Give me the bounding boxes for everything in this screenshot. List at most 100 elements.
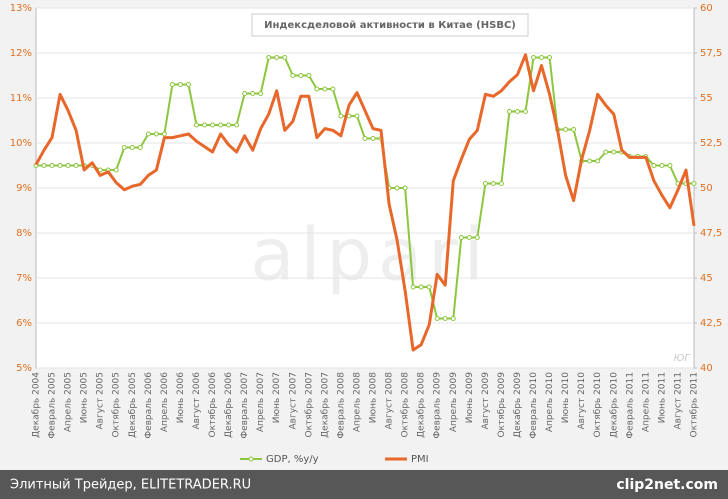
series-marker	[354, 113, 360, 119]
series-marker	[442, 316, 448, 321]
x-tick-label: Декабрь 2005	[128, 372, 138, 438]
series-marker	[250, 91, 256, 96]
series-marker	[290, 73, 296, 78]
x-tick-label: Август 2010	[577, 372, 587, 430]
series-marker	[129, 145, 135, 150]
series-marker	[466, 235, 472, 240]
series-marker	[394, 185, 400, 191]
series-marker	[362, 136, 368, 141]
series-marker	[266, 55, 272, 60]
series-marker	[298, 73, 304, 78]
series-marker	[41, 163, 47, 168]
series-marker	[145, 131, 151, 137]
series-marker	[282, 55, 288, 60]
x-tick-label: Август 2006	[192, 372, 202, 430]
series-marker	[65, 163, 71, 168]
x-tick-label: Август 2007	[288, 372, 298, 429]
series-marker	[202, 122, 208, 128]
series-marker	[330, 86, 336, 92]
x-tick-label: Август 2005	[96, 372, 106, 429]
x-tick-label: Август 2011	[673, 372, 683, 429]
series-marker	[691, 181, 697, 186]
x-tick-label: Июнь 2006	[176, 372, 186, 424]
y-tick-label: 7%	[16, 273, 32, 284]
title-box	[251, 13, 529, 37]
x-tick-label: Февраль 2008	[336, 372, 346, 439]
series-marker	[659, 163, 665, 168]
legend-marker	[248, 456, 254, 462]
x-tick-label: Июнь 2008	[369, 372, 379, 424]
x-tick-label: Апрель 2011	[641, 372, 651, 432]
y2-tick-label: 60	[700, 3, 713, 14]
corner-mark: ЮГ	[674, 353, 692, 364]
y-tick-label: 10%	[10, 138, 32, 149]
series-marker	[402, 185, 408, 191]
series-marker	[522, 109, 528, 114]
footer-bar	[0, 470, 728, 499]
series-marker	[667, 163, 673, 168]
series-marker	[161, 131, 167, 137]
x-tick-label: Октябрь 2006	[208, 372, 218, 438]
y2-tick-label: 57,5	[700, 48, 722, 59]
y2-tick-label: 47,5	[700, 228, 722, 239]
series-marker	[611, 149, 617, 155]
x-tick-label: Декабрь 2008	[417, 372, 427, 438]
series-marker	[498, 181, 504, 186]
x-tick-label: Декабрь 2006	[224, 372, 234, 438]
series-marker	[185, 82, 191, 87]
x-tick-label: Октябрь 2009	[497, 372, 507, 438]
series-line	[34, 53, 696, 352]
x-tick-label: Апрель 2005	[64, 372, 74, 432]
series-marker	[506, 109, 512, 114]
series-marker	[410, 284, 416, 290]
y-tick-label: 5%	[16, 363, 32, 374]
x-tick-label: Октябрь 2007	[304, 372, 314, 438]
y-tick-label: 11%	[10, 93, 32, 104]
series-marker	[169, 82, 175, 87]
series-marker	[322, 86, 328, 92]
x-tick-label: Апрель 2007	[256, 372, 266, 432]
series-marker	[210, 122, 216, 128]
series-marker	[595, 158, 601, 164]
series-marker	[426, 284, 432, 290]
series-marker	[539, 55, 545, 60]
series-marker	[547, 55, 553, 60]
x-tick-label: Апрель 2009	[449, 372, 459, 432]
x-tick-label: Июнь 2011	[657, 372, 667, 423]
y2-tick-label: 45	[700, 273, 713, 284]
series-marker	[474, 235, 480, 240]
y2-tick-label: 50	[700, 183, 713, 194]
series-marker	[482, 181, 488, 186]
series-marker	[274, 55, 280, 60]
x-tick-label: Декабрь 2010	[609, 372, 619, 438]
series-marker	[490, 181, 496, 186]
series-marker	[113, 167, 119, 173]
series-marker	[458, 235, 464, 240]
x-tick-label: Апрель 2010	[545, 372, 555, 432]
series-marker	[121, 145, 127, 150]
series-marker	[563, 127, 569, 132]
series-marker	[603, 149, 609, 155]
y2-tick-label: 55	[700, 93, 713, 104]
footer-brand: clip2net.com	[616, 477, 718, 493]
legend-label: GDP, %y/y	[266, 454, 319, 465]
series-marker	[314, 86, 320, 92]
y2-tick-label: 52,5	[700, 138, 722, 149]
series-marker	[651, 163, 657, 168]
y-tick-label: 8%	[16, 228, 32, 239]
x-tick-label: Декабрь 2004	[32, 372, 42, 438]
x-tick-label: Август 2009	[481, 372, 491, 430]
series-marker	[531, 55, 537, 60]
x-tick-label: Октябрь 2008	[401, 372, 411, 438]
x-tick-label: Февраль 2006	[144, 372, 154, 439]
series-marker	[571, 127, 577, 132]
x-tick-label: Декабрь 2007	[320, 372, 330, 438]
x-tick-label: Октябрь 2010	[593, 372, 603, 438]
series-marker	[193, 122, 199, 128]
x-tick-label: Апрель 2006	[160, 372, 170, 432]
series-marker	[242, 91, 248, 96]
x-tick-label: Февраль 2005	[48, 372, 58, 439]
footer-source: Элитный Трейдер, ELITETRADER.RU	[10, 478, 251, 493]
x-tick-label: Октябрь 2005	[112, 372, 122, 438]
